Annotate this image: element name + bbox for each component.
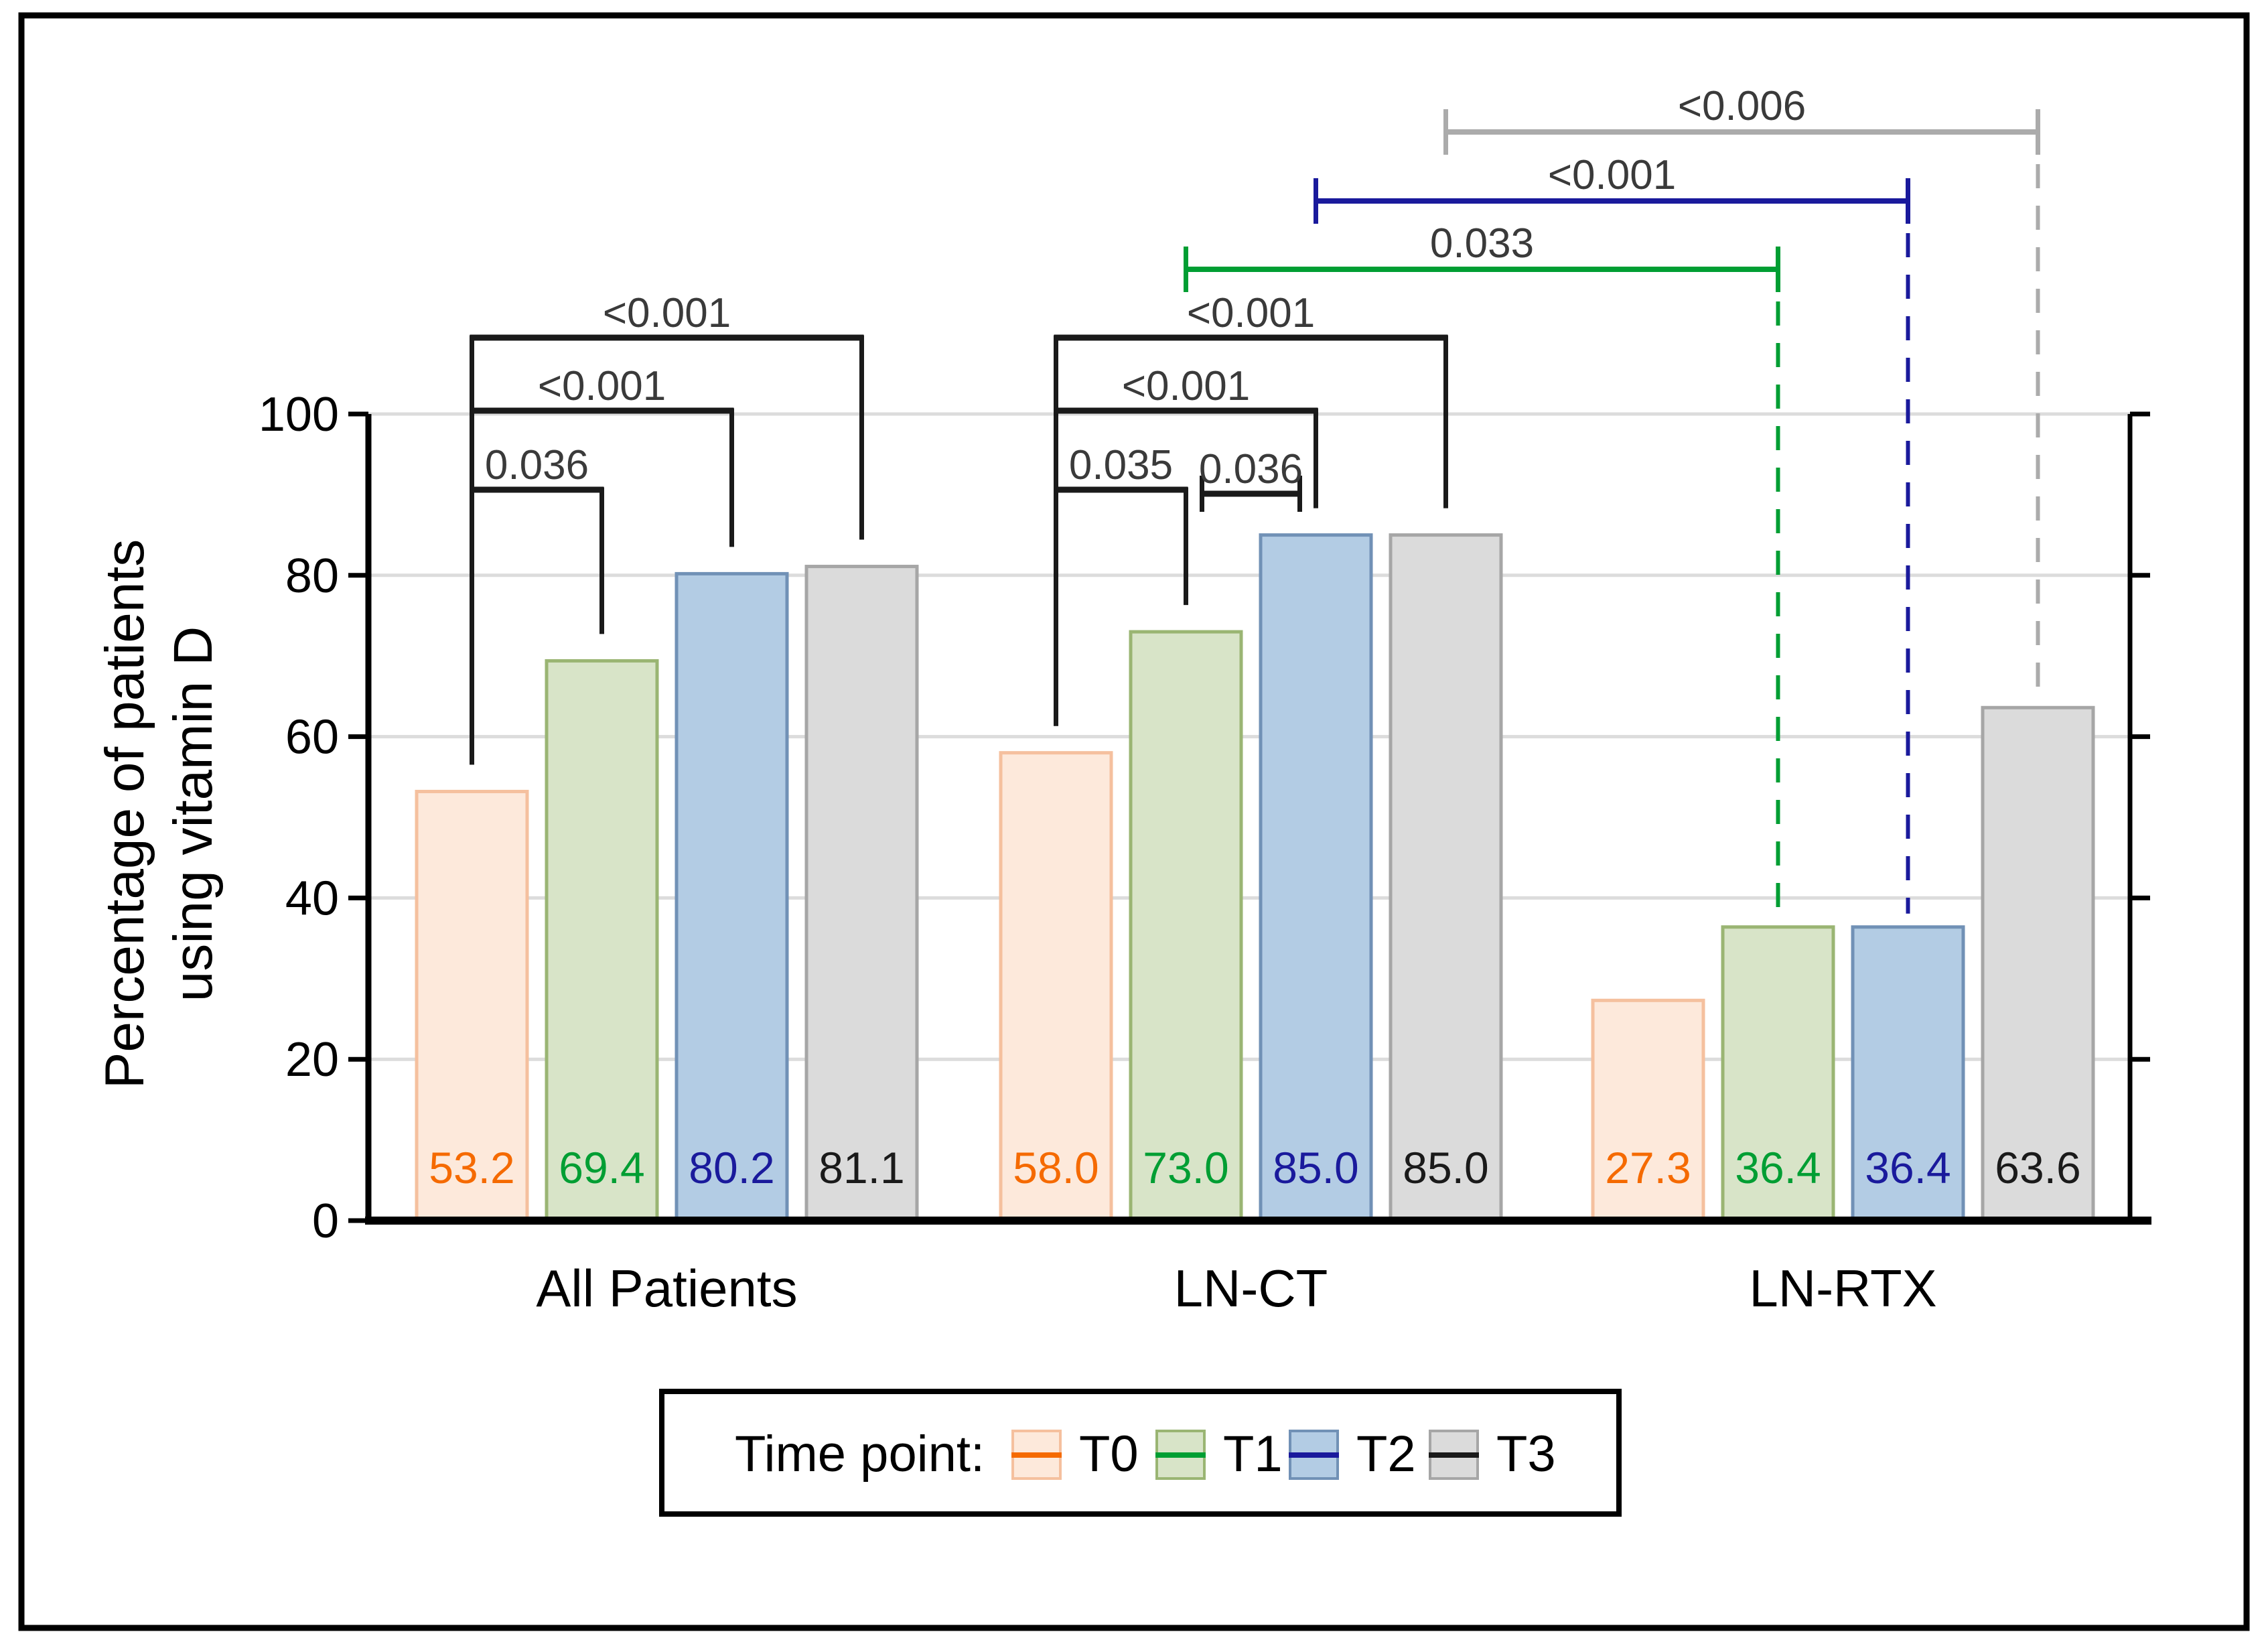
y-axis-title-line-2: using vitamin D xyxy=(163,626,224,1002)
y-tick-label-80: 80 xyxy=(285,549,339,603)
y-tick-label-0: 0 xyxy=(312,1194,339,1248)
bar-ln-rtx-t1 xyxy=(1721,925,1835,1223)
bar-ln-ct-t3 xyxy=(1389,533,1503,1223)
p-value-label: 0.036 xyxy=(485,442,589,488)
value-label-ln-rtx-t1: 36.4 xyxy=(1735,1143,1821,1192)
value-label-ln-rtx-t3: 63.6 xyxy=(1995,1143,2080,1192)
value-label-ln-rtx-t2: 36.4 xyxy=(1865,1143,1951,1192)
legend-label-t0: T0 xyxy=(1079,1426,1139,1483)
value-label-ln-ct-t1: 73.0 xyxy=(1143,1143,1228,1192)
p-value-label: <0.001 xyxy=(538,363,666,409)
bar-all-patients-t2 xyxy=(675,571,789,1223)
value-label-ln-rtx-t0: 27.3 xyxy=(1605,1143,1691,1192)
bar-ln-rtx-t3 xyxy=(1981,705,2095,1223)
legend-label-t2: T2 xyxy=(1356,1426,1416,1483)
value-label-all-patients-t3: 81.1 xyxy=(819,1143,904,1192)
legend-label-t1: T1 xyxy=(1223,1426,1283,1483)
bar-all-patients-t3 xyxy=(804,565,919,1223)
cross-p-value-label: <0.001 xyxy=(1548,152,1676,198)
cross-p-value-label: 0.033 xyxy=(1430,220,1534,267)
x-category-label-ln-ct: LN-CT xyxy=(1174,1259,1328,1318)
figure-border xyxy=(18,12,2250,1631)
p-value-label: 0.035 xyxy=(1069,442,1173,488)
bar-ln-rtx-t2 xyxy=(1851,925,1965,1223)
bar-ln-ct-t2 xyxy=(1259,533,1373,1223)
value-label-all-patients-t1: 69.4 xyxy=(559,1143,644,1192)
bar-ln-ct-t1 xyxy=(1129,630,1243,1223)
value-label-all-patients-t0: 53.2 xyxy=(429,1143,514,1192)
y-tick-label-100: 100 xyxy=(259,388,339,441)
y-tick-label-20: 20 xyxy=(285,1033,339,1087)
bar-all-patients-t1 xyxy=(545,659,659,1223)
x-category-label-ln-rtx: LN-RTX xyxy=(1749,1259,1936,1318)
x-category-label-all-patients: All Patients xyxy=(536,1259,797,1318)
value-label-all-patients-t2: 80.2 xyxy=(689,1143,774,1192)
y-tick-label-60: 60 xyxy=(285,711,339,764)
y-tick-label-40: 40 xyxy=(285,872,339,925)
p-value-label: <0.001 xyxy=(1187,290,1315,336)
value-label-ln-ct-t2: 85.0 xyxy=(1273,1143,1358,1192)
value-label-ln-ct-t0: 58.0 xyxy=(1013,1143,1098,1192)
p-value-label: <0.001 xyxy=(603,290,731,336)
p-value-label: <0.001 xyxy=(1122,363,1250,409)
value-label-ln-ct-t3: 85.0 xyxy=(1403,1143,1488,1192)
legend-title: Time point: xyxy=(735,1426,985,1483)
legend-label-t3: T3 xyxy=(1496,1426,1556,1483)
cross-p-value-label: <0.006 xyxy=(1678,83,1806,129)
p-value-label: 0.036 xyxy=(1199,446,1303,492)
bar-ln-rtx-t0 xyxy=(1591,998,1705,1223)
y-axis-title-line-1: Percentage of patients xyxy=(94,539,155,1089)
